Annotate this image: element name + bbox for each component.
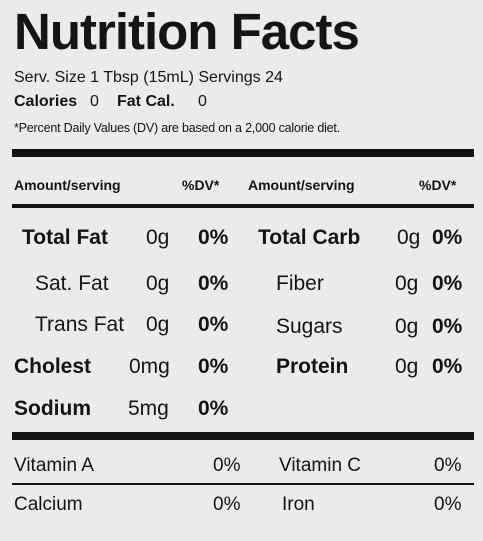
nutrient-dv-total-fat: 0% <box>198 226 229 249</box>
nutrient-name-total-fat: Total Fat <box>22 226 108 249</box>
mineral-name-calcium: Calcium <box>14 494 83 515</box>
dv-footnote: *Percent Daily Values (DV) are based on … <box>14 121 340 135</box>
vitamin-dv-c: 0% <box>434 455 462 476</box>
nutrient-name-sat-fat: Sat. Fat <box>35 272 109 295</box>
nutrient-name-cholest: Cholest <box>14 355 92 378</box>
nutrient-amount-sat-fat: 0g <box>146 272 170 295</box>
nutrient-dv-trans-fat: 0% <box>198 313 229 336</box>
calories-label: Calories <box>14 93 78 110</box>
nutrient-name-total-carb: Total Carb <box>258 226 361 249</box>
nutrient-name-sodium: Sodium <box>14 397 91 420</box>
fat-calories-label: Fat Cal. <box>117 93 175 110</box>
nutrient-dv-total-carb: 0% <box>432 226 463 249</box>
header-amount-right: Amount/serving <box>248 177 355 193</box>
vitamin-name-c: Vitamin C <box>279 455 362 476</box>
mineral-dv-iron: 0% <box>434 494 462 515</box>
vitamins-row-divider <box>12 483 474 485</box>
mineral-name-iron: Iron <box>282 494 315 515</box>
mineral-dv-calcium: 0% <box>213 494 241 515</box>
vitamin-name-a: Vitamin A <box>14 455 94 476</box>
vitamin-dv-a: 0% <box>213 455 241 476</box>
nutrient-amount-protein: 0g <box>395 355 419 378</box>
nutrient-name-sugars: Sugars <box>276 315 343 338</box>
header-divider <box>12 204 474 208</box>
nutrient-amount-sugars: 0g <box>395 315 419 338</box>
nutrient-dv-sodium: 0% <box>198 397 229 420</box>
header-dv-right: %DV* <box>419 177 457 193</box>
thick-divider <box>12 149 474 157</box>
nutrient-amount-sodium: 5mg <box>128 397 169 420</box>
label-title: Nutrition Facts <box>14 3 360 60</box>
nutrient-dv-sugars: 0% <box>432 315 463 338</box>
fat-calories-value: 0 <box>198 93 207 110</box>
nutrient-name-fiber: Fiber <box>276 272 324 295</box>
nutrient-dv-fiber: 0% <box>432 272 463 295</box>
nutrient-amount-cholest: 0mg <box>129 355 170 378</box>
nutrient-amount-total-carb: 0g <box>397 226 421 249</box>
header-amount-left: Amount/serving <box>14 177 121 193</box>
nutrient-dv-cholest: 0% <box>198 355 229 378</box>
nutrient-amount-trans-fat: 0g <box>146 313 170 336</box>
nutrient-amount-fiber: 0g <box>395 272 419 295</box>
calories-value: 0 <box>90 93 99 110</box>
nutrient-dv-protein: 0% <box>432 355 463 378</box>
header-dv-left: %DV* <box>182 177 220 193</box>
nutrient-dv-sat-fat: 0% <box>198 272 229 295</box>
nutrient-name-protein: Protein <box>276 355 349 378</box>
vitamins-divider <box>12 432 474 440</box>
nutrient-name-trans-fat: Trans Fat <box>35 313 125 336</box>
serving-info: Serv. Size 1 Tbsp (15mL) Servings 24 <box>14 69 283 86</box>
nutrient-amount-total-fat: 0g <box>146 226 170 249</box>
